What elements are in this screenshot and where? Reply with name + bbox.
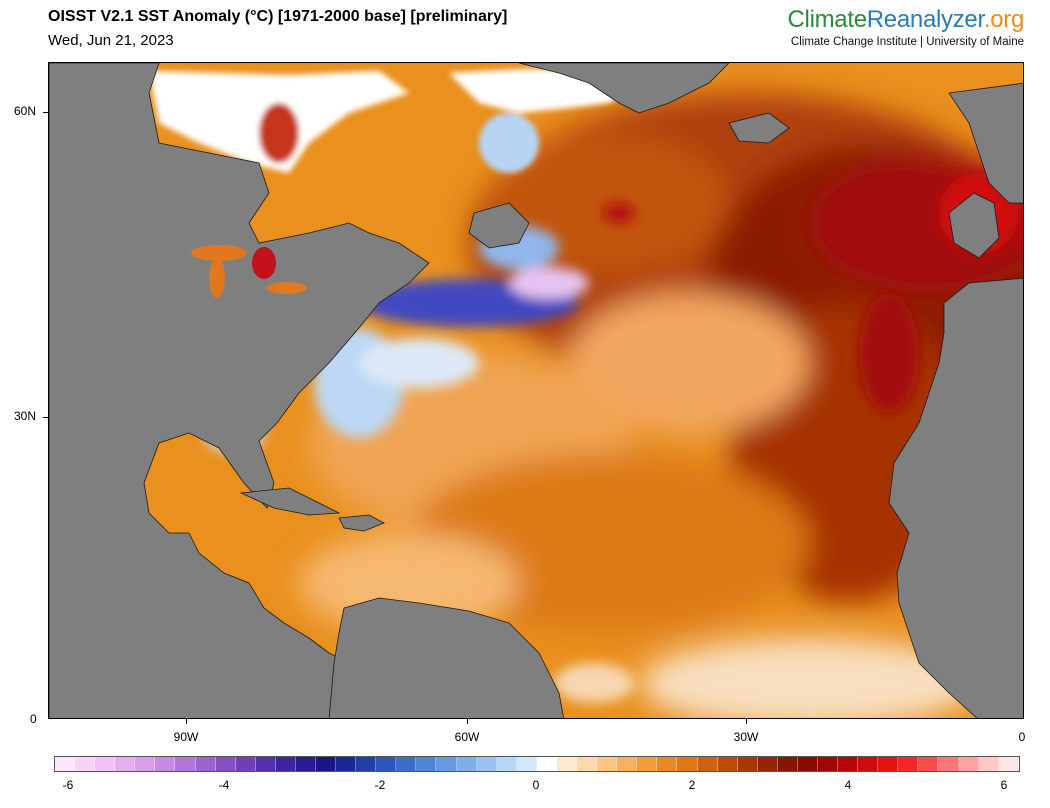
colorbar-swatch	[637, 757, 658, 771]
brand-subtitle: Climate Change Institute | University of…	[790, 36, 1024, 48]
colorbar-swatch	[878, 757, 899, 771]
map-canvas	[49, 63, 1023, 718]
colorbar-swatch	[556, 757, 578, 771]
land-europe	[948, 82, 1023, 204]
great-lakes	[191, 245, 307, 298]
brand-name-part2: Reanalyzer	[866, 6, 984, 33]
lon-tick	[186, 719, 187, 724]
land-newfoundland	[468, 202, 530, 249]
brand-name-part3: .org	[983, 6, 1024, 33]
colorbar-swatch	[155, 757, 176, 771]
colorbar-swatch	[597, 757, 618, 771]
colorbar-swatch	[235, 757, 256, 771]
brand-logo[interactable]: ClimateReanalyzer.org Climate Change Ins…	[788, 6, 1025, 48]
colorbar-swatch	[858, 757, 879, 771]
colorbar-swatch	[436, 757, 457, 771]
land-greenland	[518, 63, 730, 114]
colorbar-swatch	[376, 757, 397, 771]
colorbar-swatch	[797, 757, 818, 771]
colorbar-swatch	[898, 757, 919, 771]
colorbar-label: 2	[688, 778, 696, 792]
colorbar-swatch	[195, 757, 216, 771]
brand-name-part1: Climate	[787, 6, 868, 33]
colorbar-swatch	[536, 757, 557, 771]
colorbar-swatch	[356, 757, 377, 771]
colorbar-label: 0	[532, 778, 540, 792]
colorbar-swatch	[275, 757, 296, 771]
land-africa	[888, 277, 1023, 718]
colorbar-swatch	[677, 757, 698, 771]
lon-label-30w: 30W	[733, 730, 759, 744]
colorbar-swatch	[255, 757, 276, 771]
colorbar-swatch	[817, 757, 839, 771]
lon-tick	[467, 719, 468, 724]
colorbar-swatch	[657, 757, 678, 771]
colorbar-label: 4	[844, 778, 852, 792]
colorbar-swatch	[757, 757, 778, 771]
land-masses	[49, 63, 1023, 718]
colorbar-swatch	[838, 757, 859, 771]
land-hispaniola	[338, 514, 385, 532]
colorbar-swatch	[175, 757, 196, 771]
lon-label-60w: 60W	[454, 730, 480, 744]
colorbar-swatch	[135, 757, 156, 771]
land-british-isles	[948, 192, 1000, 259]
colorbar-swatch	[697, 757, 718, 771]
chart-date: Wed, Jun 21, 2023	[48, 32, 174, 49]
colorbar-swatch	[516, 757, 537, 771]
land-iceland	[728, 112, 790, 144]
lon-label-90w: 90W	[173, 730, 199, 744]
colorbar-swatch	[316, 757, 337, 771]
colorbar-swatch	[938, 757, 959, 771]
lat-label-0: 0	[30, 712, 37, 726]
colorbar-swatch	[617, 757, 638, 771]
colorbar-swatch	[75, 757, 96, 771]
colorbar-label: 6	[1000, 778, 1008, 792]
land-south-america	[328, 597, 565, 718]
colorbar-swatch	[416, 757, 437, 771]
colorbar-swatch	[55, 757, 76, 771]
colorbar-label: -2	[374, 778, 386, 792]
colorbar-swatch	[978, 757, 999, 771]
lat-tick	[43, 417, 48, 418]
colorbar-swatch	[737, 757, 758, 771]
colorbar-swatch	[717, 757, 738, 771]
lon-label-0: 0	[1018, 730, 1026, 744]
colorbar-label: -6	[62, 778, 74, 792]
lat-label-30n: 30N	[14, 409, 37, 423]
lon-tick	[746, 719, 747, 724]
colorbar-swatch	[496, 757, 517, 771]
sst-anomaly-map	[48, 62, 1024, 719]
colorbar-swatch	[958, 757, 979, 771]
colorbar-swatch	[336, 757, 357, 771]
colorbar-swatch	[456, 757, 477, 771]
colorbar-swatch	[918, 757, 939, 771]
colorbar-swatch	[115, 757, 136, 771]
lat-label-60n: 60N	[14, 104, 37, 118]
colorbar-legend	[54, 756, 1020, 772]
colorbar-swatch	[998, 757, 1019, 771]
lat-tick	[43, 112, 48, 113]
chart-title: OISST V2.1 SST Anomaly (°C) [1971-2000 b…	[48, 8, 508, 25]
colorbar-swatch	[215, 757, 236, 771]
land-cuba	[239, 487, 341, 516]
colorbar-swatch	[577, 757, 598, 771]
colorbar-swatch	[777, 757, 798, 771]
colorbar-swatch	[476, 757, 497, 771]
colorbar-swatch	[295, 757, 317, 771]
anomaly-field	[49, 63, 1023, 718]
colorbar-label: -4	[218, 778, 230, 792]
brand-name: ClimateReanalyzer.org	[788, 6, 1025, 34]
land-north-america	[49, 63, 430, 718]
colorbar-swatch	[95, 757, 116, 771]
colorbar-swatch	[396, 757, 417, 771]
